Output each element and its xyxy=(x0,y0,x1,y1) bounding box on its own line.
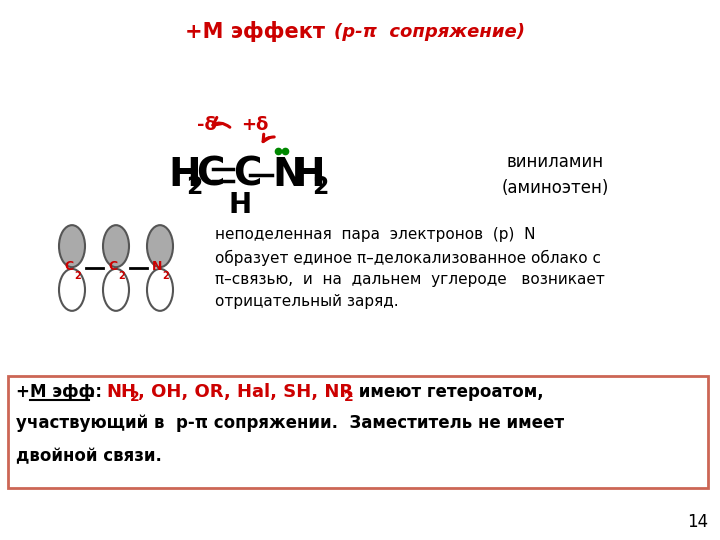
Text: (р-π  сопряжение): (р-π сопряжение) xyxy=(335,23,526,41)
Text: 2: 2 xyxy=(163,271,169,281)
Text: N: N xyxy=(272,156,305,194)
Text: -δ: -δ xyxy=(197,116,217,134)
FancyArrowPatch shape xyxy=(263,134,274,141)
Text: H: H xyxy=(228,191,251,219)
Text: 2: 2 xyxy=(186,175,202,199)
Text: C: C xyxy=(109,260,117,273)
Text: 2: 2 xyxy=(75,271,81,281)
Text: +: + xyxy=(16,383,35,401)
Ellipse shape xyxy=(59,225,85,267)
Text: , OH, OR, Hal, SH, NR: , OH, OR, Hal, SH, NR xyxy=(138,383,353,401)
Text: 2: 2 xyxy=(312,175,328,199)
Text: N: N xyxy=(152,260,162,273)
Text: 14: 14 xyxy=(688,513,708,531)
FancyBboxPatch shape xyxy=(8,376,708,488)
Text: C: C xyxy=(64,260,73,273)
Ellipse shape xyxy=(147,225,173,267)
Text: C: C xyxy=(196,156,225,194)
Text: имеют гетероатом,: имеют гетероатом, xyxy=(353,383,544,401)
Text: 2: 2 xyxy=(344,390,354,404)
Text: H: H xyxy=(168,156,201,194)
Ellipse shape xyxy=(103,225,129,267)
FancyArrowPatch shape xyxy=(213,118,230,127)
Text: 2: 2 xyxy=(130,390,140,404)
Text: 2: 2 xyxy=(119,271,125,281)
Text: участвующий в  р-π сопряжении.  Заместитель не имеет: участвующий в р-π сопряжении. Заместител… xyxy=(16,414,564,432)
Ellipse shape xyxy=(103,269,129,311)
Text: виниламин
(аминоэтен): виниламин (аминоэтен) xyxy=(501,153,608,197)
Ellipse shape xyxy=(147,269,173,311)
Text: +М эффект: +М эффект xyxy=(185,22,325,43)
Text: .:: .: xyxy=(89,383,108,401)
Text: +δ: +δ xyxy=(241,116,269,134)
Text: C: C xyxy=(233,156,261,194)
Text: неподеленная  пара  электронов  (р)  N
образует единое π–делокализованное облако: неподеленная пара электронов (р) N образ… xyxy=(215,227,605,309)
Text: двойной связи.: двойной связи. xyxy=(16,447,162,465)
Text: H: H xyxy=(292,156,325,194)
Ellipse shape xyxy=(59,269,85,311)
Text: NH: NH xyxy=(106,383,136,401)
Text: М эфф: М эфф xyxy=(30,383,95,401)
